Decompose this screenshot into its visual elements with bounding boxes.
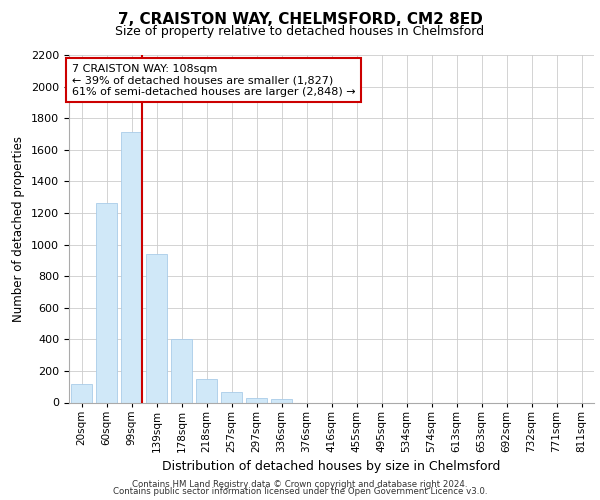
Text: 7, CRAISTON WAY, CHELMSFORD, CM2 8ED: 7, CRAISTON WAY, CHELMSFORD, CM2 8ED — [118, 12, 482, 28]
Y-axis label: Number of detached properties: Number of detached properties — [13, 136, 25, 322]
Bar — [96, 204, 117, 402]
Bar — [196, 379, 217, 402]
Bar — [171, 340, 192, 402]
Bar — [146, 254, 167, 402]
Bar — [246, 398, 267, 402]
Bar — [121, 132, 142, 402]
Text: 7 CRAISTON WAY: 108sqm
← 39% of detached houses are smaller (1,827)
61% of semi-: 7 CRAISTON WAY: 108sqm ← 39% of detached… — [71, 64, 355, 97]
Bar — [271, 400, 292, 402]
Text: Contains public sector information licensed under the Open Government Licence v3: Contains public sector information licen… — [113, 487, 487, 496]
Bar — [71, 384, 92, 402]
Text: Contains HM Land Registry data © Crown copyright and database right 2024.: Contains HM Land Registry data © Crown c… — [132, 480, 468, 489]
X-axis label: Distribution of detached houses by size in Chelmsford: Distribution of detached houses by size … — [163, 460, 500, 473]
Bar — [221, 392, 242, 402]
Text: Size of property relative to detached houses in Chelmsford: Size of property relative to detached ho… — [115, 25, 485, 38]
